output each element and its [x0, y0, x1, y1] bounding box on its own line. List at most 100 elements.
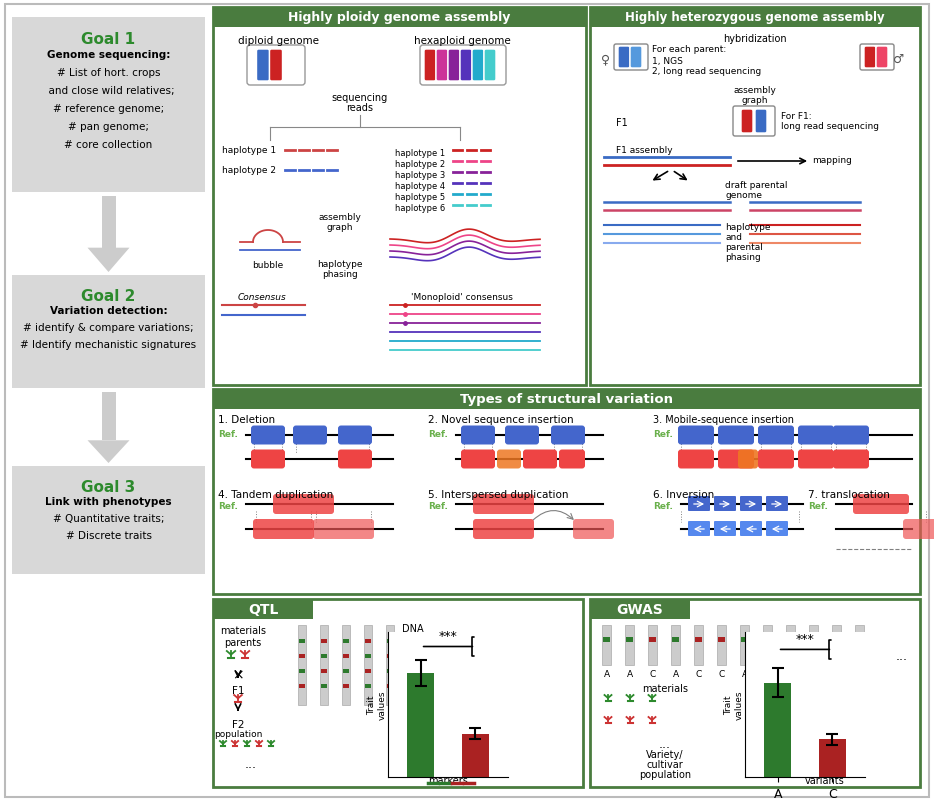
- Text: # Quantitative traits;: # Quantitative traits;: [52, 513, 164, 524]
- Text: reads: reads: [347, 103, 374, 113]
- Text: 5. Interspersed duplication: 5. Interspersed duplication: [428, 489, 569, 500]
- FancyBboxPatch shape: [860, 45, 894, 71]
- FancyBboxPatch shape: [461, 450, 495, 469]
- Text: ♀: ♀: [601, 53, 611, 66]
- Text: 6. Inversion: 6. Inversion: [653, 489, 715, 500]
- Text: materials: materials: [642, 683, 688, 693]
- FancyBboxPatch shape: [472, 50, 484, 82]
- Polygon shape: [88, 249, 130, 273]
- FancyBboxPatch shape: [766, 521, 788, 537]
- Text: Variety/: Variety/: [646, 749, 684, 759]
- Text: assembly: assembly: [318, 213, 361, 221]
- Text: Goal 3: Goal 3: [81, 480, 135, 494]
- Bar: [102, 196, 116, 249]
- FancyBboxPatch shape: [247, 46, 305, 86]
- FancyBboxPatch shape: [755, 110, 767, 134]
- FancyBboxPatch shape: [293, 426, 327, 445]
- Text: haplotype 2: haplotype 2: [222, 166, 276, 175]
- Text: Ref.: Ref.: [808, 502, 828, 511]
- Text: Highly ploidy genome assembly: Highly ploidy genome assembly: [289, 11, 511, 24]
- Text: 1. Deletion: 1. Deletion: [218, 415, 276, 424]
- Bar: [365, 669, 371, 673]
- Bar: [299, 654, 305, 658]
- FancyBboxPatch shape: [688, 521, 710, 537]
- Text: # Identify mechanistic signatures: # Identify mechanistic signatures: [21, 339, 196, 350]
- Bar: [299, 639, 305, 643]
- Bar: [213, 8, 586, 386]
- Text: Ref.: Ref.: [218, 429, 238, 439]
- Bar: [590, 599, 690, 619]
- Text: A: A: [811, 669, 816, 678]
- Bar: [364, 626, 372, 705]
- Text: 2. Novel sequence insertion: 2. Novel sequence insertion: [428, 415, 573, 424]
- FancyBboxPatch shape: [714, 521, 736, 537]
- Bar: [343, 639, 349, 643]
- Text: DNA: DNA: [403, 623, 424, 634]
- Text: hybridization: hybridization: [723, 34, 786, 44]
- Bar: [672, 638, 679, 642]
- Bar: [343, 654, 349, 658]
- Bar: [810, 638, 817, 642]
- Text: A: A: [627, 669, 632, 678]
- FancyBboxPatch shape: [833, 450, 869, 469]
- FancyBboxPatch shape: [740, 521, 762, 537]
- Bar: [626, 638, 633, 642]
- FancyBboxPatch shape: [559, 450, 585, 469]
- Text: ×: ×: [233, 667, 244, 681]
- FancyBboxPatch shape: [484, 50, 496, 82]
- Bar: [625, 626, 634, 665]
- Text: assembly: assembly: [733, 86, 776, 95]
- FancyBboxPatch shape: [473, 520, 534, 539]
- Text: F1: F1: [232, 685, 245, 695]
- Text: DNA: DNA: [437, 765, 459, 775]
- FancyBboxPatch shape: [741, 110, 753, 134]
- Bar: [213, 390, 920, 410]
- Bar: [213, 599, 583, 787]
- Text: Variation detection:: Variation detection:: [50, 306, 167, 316]
- Bar: [102, 392, 116, 441]
- Text: diploid genome: diploid genome: [237, 36, 318, 46]
- Text: haplotype 3: haplotype 3: [395, 171, 446, 180]
- Text: Genome sequencing:: Genome sequencing:: [47, 50, 170, 60]
- Bar: [321, 639, 327, 643]
- Text: graph: graph: [327, 223, 353, 232]
- Text: # core collection: # core collection: [64, 140, 152, 150]
- Text: ...: ...: [896, 649, 908, 662]
- Bar: [590, 8, 920, 386]
- Text: 3. Mobile-sequence insertion: 3. Mobile-sequence insertion: [653, 415, 794, 424]
- Bar: [603, 638, 610, 642]
- FancyBboxPatch shape: [251, 450, 285, 469]
- Bar: [343, 669, 349, 673]
- FancyBboxPatch shape: [798, 426, 834, 445]
- Text: population: population: [639, 769, 691, 779]
- FancyBboxPatch shape: [523, 450, 557, 469]
- Text: A: A: [742, 669, 747, 678]
- Text: sequencing: sequencing: [332, 93, 389, 103]
- Text: cultivar: cultivar: [646, 759, 684, 769]
- Text: For F1:: For F1:: [781, 111, 812, 121]
- Bar: [741, 638, 748, 642]
- FancyBboxPatch shape: [630, 47, 642, 69]
- Bar: [213, 599, 313, 619]
- Text: Ref.: Ref.: [428, 429, 448, 439]
- FancyBboxPatch shape: [618, 47, 630, 69]
- FancyBboxPatch shape: [766, 496, 788, 512]
- Bar: [718, 638, 725, 642]
- Text: C: C: [649, 669, 656, 678]
- Text: DNA: DNA: [814, 765, 836, 775]
- Text: C: C: [856, 669, 863, 678]
- Text: A: A: [672, 669, 679, 678]
- FancyBboxPatch shape: [573, 520, 614, 539]
- Bar: [299, 669, 305, 673]
- Text: haplotype: haplotype: [725, 223, 771, 232]
- Bar: [213, 390, 920, 594]
- Text: F2: F2: [232, 719, 245, 729]
- FancyBboxPatch shape: [313, 520, 374, 539]
- Bar: [461, 734, 488, 777]
- Text: materials: materials: [220, 626, 266, 635]
- Bar: [342, 626, 350, 705]
- Bar: [694, 626, 703, 665]
- FancyBboxPatch shape: [740, 496, 762, 512]
- Text: A: A: [603, 669, 610, 678]
- FancyBboxPatch shape: [273, 494, 334, 514]
